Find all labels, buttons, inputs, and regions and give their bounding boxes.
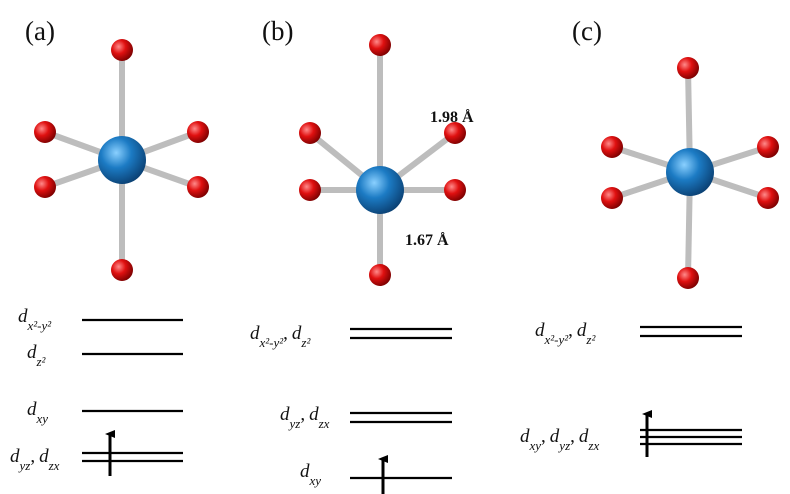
oxygen-atom: [34, 121, 56, 143]
orbital-subscript: z²: [585, 332, 596, 347]
separator: ,: [541, 426, 546, 447]
metal-atom: [666, 148, 714, 196]
orbital-subscript: z²: [36, 354, 47, 369]
orbital-subscript: yz: [288, 416, 301, 431]
orbital-symbol: d: [300, 461, 310, 482]
labels: (a)(b)(c)1.98 Å1.67 Ådx²-y²dz²dxydyz,dzx…: [10, 16, 602, 488]
oxygen-atom: [677, 57, 699, 79]
orbital-label: dyz,dzx: [280, 404, 330, 431]
oxygen-atom: [187, 121, 209, 143]
panel-label: (a): [25, 16, 55, 46]
separator: ,: [570, 426, 575, 447]
panel-label: (b): [262, 16, 293, 46]
orbital-subscript: zx: [48, 458, 60, 473]
orbital-symbol: d: [292, 323, 302, 344]
orbital-symbol: d: [39, 446, 49, 467]
separator: ,: [568, 320, 573, 341]
orbital-symbol: d: [18, 306, 28, 327]
energy-levels: [82, 320, 742, 494]
orbital-symbol: d: [280, 404, 290, 425]
separator: ,: [30, 446, 35, 467]
orbital-subscript: z²: [300, 335, 311, 350]
metal-atom: [98, 136, 146, 184]
orbital-symbol: d: [27, 342, 37, 363]
separator: ,: [283, 323, 288, 344]
oxygen-atom: [601, 187, 623, 209]
oxygen-atom: [187, 176, 209, 198]
orbital-subscript: xy: [529, 438, 542, 453]
orbital-symbol: d: [309, 404, 319, 425]
metal-atom: [356, 166, 404, 214]
oxygen-atom: [601, 136, 623, 158]
orbital-symbol: d: [250, 323, 260, 344]
orbital-subscript: x²-y²: [27, 318, 53, 333]
orbital-subscript: xy: [36, 411, 49, 426]
orbital-subscript: zx: [318, 416, 330, 431]
panel-label: (c): [572, 16, 602, 46]
orbital-label: dz²: [27, 342, 47, 369]
orbital-subscript: xy: [309, 473, 322, 488]
orbital-label: dx²-y²: [18, 306, 52, 333]
orbital-symbol: d: [10, 446, 20, 467]
separator: ,: [300, 404, 305, 425]
oxygen-atom: [757, 136, 779, 158]
orbital-subscript: x²-y²: [544, 332, 570, 347]
oxygen-atom: [369, 264, 391, 286]
oxygen-atom: [34, 176, 56, 198]
orbital-label: dx²-y²,dz²: [250, 323, 311, 350]
oxygen-atom: [299, 122, 321, 144]
oxygen-atom: [111, 39, 133, 61]
bond-length: 1.67 Å: [405, 231, 449, 249]
orbital-label: dx²-y²,dz²: [535, 320, 596, 347]
oxygen-atom: [299, 179, 321, 201]
orbital-symbol: d: [577, 320, 587, 341]
oxygen-atom: [369, 34, 391, 56]
orbital-symbol: d: [520, 426, 530, 447]
orbital-label: dxy,dyz,dzx: [520, 426, 599, 453]
orbital-subscript: zx: [587, 438, 599, 453]
orbital-subscript: x²-y²: [259, 335, 285, 350]
molecules: [34, 34, 779, 289]
bond-length: 1.98 Å: [430, 108, 474, 126]
orbital-label: dxy: [300, 461, 321, 488]
oxygen-atom: [757, 187, 779, 209]
oxygen-atom: [677, 267, 699, 289]
orbital-subscript: yz: [557, 438, 570, 453]
orbital-symbol: d: [535, 320, 545, 341]
orbital-symbol: d: [27, 399, 37, 420]
figure: (a)(b)(c)1.98 Å1.67 Ådx²-y²dz²dxydyz,dzx…: [0, 0, 790, 494]
orbital-subscript: yz: [18, 458, 31, 473]
oxygen-atom: [444, 179, 466, 201]
orbital-label: dyz,dzx: [10, 446, 60, 473]
orbital-symbol: d: [579, 426, 589, 447]
orbital-label: dxy: [27, 399, 48, 426]
orbital-symbol: d: [550, 426, 560, 447]
oxygen-atom: [111, 259, 133, 281]
